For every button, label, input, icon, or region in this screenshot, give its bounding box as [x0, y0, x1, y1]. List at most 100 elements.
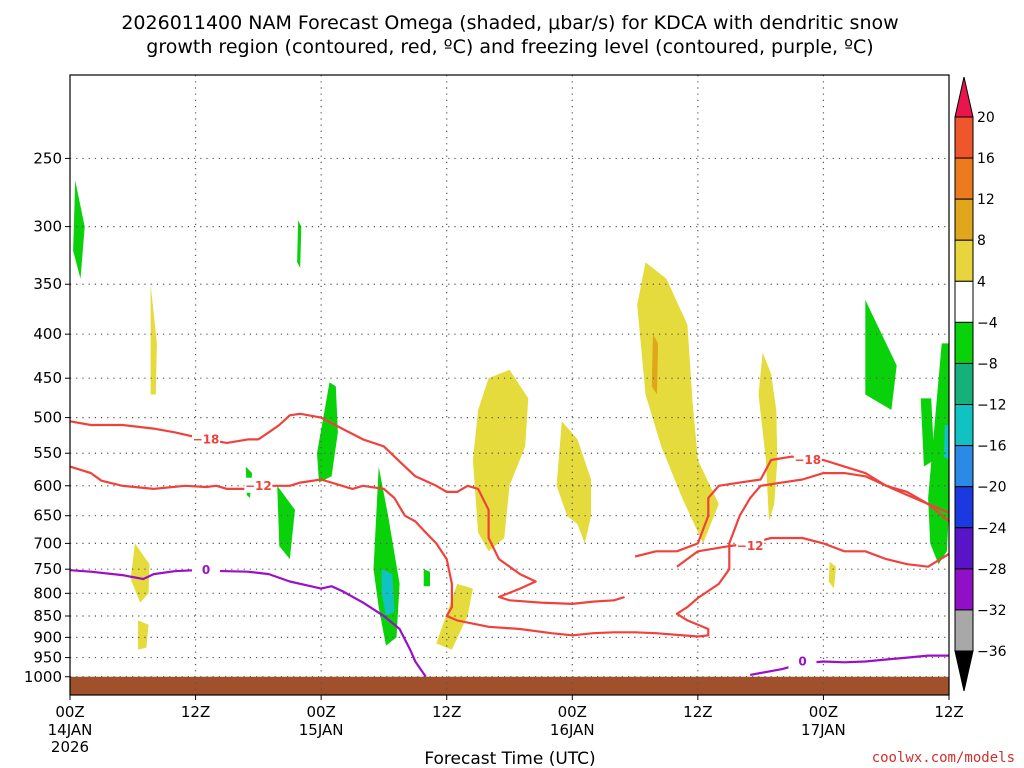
y-tick-label-2: 350: [33, 275, 62, 293]
x-tick-label-4: 00Z: [558, 703, 587, 721]
omega-region-descent-12: [150, 284, 157, 395]
y-tick-label-0: 250: [33, 149, 62, 167]
y-tick-label-14: 950: [33, 649, 62, 667]
x-tick-date-0: 14JAN: [48, 721, 93, 739]
colorbar-segment-8: [954, 445, 974, 488]
contour-label-bg-1: [244, 477, 273, 493]
x-tick-date-4: 16JAN: [550, 721, 595, 739]
y-tick-label-6: 550: [33, 444, 62, 462]
x-axis-title: Forecast Time (UTC): [424, 749, 595, 768]
colorbar-label-13: −36: [977, 644, 1007, 660]
omega-region-ascent_core-11: [943, 425, 949, 460]
plot-border: [69, 74, 950, 696]
colorbar-label-11: −28: [977, 562, 1007, 578]
contour-freezing-4: [69, 569, 427, 678]
x-tick-label-3: 12Z: [432, 703, 461, 721]
omega-region-descent-20: [758, 352, 778, 522]
colorbar-label-3: 8: [977, 233, 986, 249]
y-tick-label-15: 1000: [24, 668, 62, 686]
contour-label-1: −12: [245, 479, 272, 493]
colorbar-label-7: −12: [977, 398, 1007, 414]
credit-text: coolwx.com/models: [872, 750, 1015, 766]
colorbar-segment-4: [954, 280, 974, 323]
omega-colorbar: 20 16 12 8 4 −4 −8 −12 −16 −20 −24 −28 −32 −36: [954, 76, 1007, 692]
colorbar-top-arrow: [954, 76, 974, 118]
omega-region-descent-13: [130, 543, 150, 603]
colorbar-segment-6: [954, 362, 974, 406]
colorbar-label-1: 16: [977, 151, 995, 167]
omega-region-ascent-4: [277, 485, 295, 560]
x-tick-year-0: 2026: [51, 738, 89, 756]
omega-region-ascent-0: [73, 180, 85, 279]
contour-label-4: 0: [202, 563, 210, 577]
contour-label-5: 0: [798, 654, 806, 668]
y-tick-label-12: 850: [33, 607, 62, 625]
y-tick-label-3: 400: [33, 325, 62, 343]
y-tick-label-13: 900: [33, 628, 62, 646]
colorbar-label-8: −16: [977, 439, 1007, 455]
y-tick-label-4: 450: [33, 369, 62, 387]
omega-region-ascent-2: [317, 382, 338, 483]
colorbar-segment-5: [954, 321, 974, 364]
contour-dgz-0: [69, 412, 625, 605]
chart-title-line-2: growth region (contoured, red, ºC) and f…: [146, 36, 873, 58]
pressure-axis: 250 300 350 400 450 500 550 600 650 700 750 800 850 9…: [24, 149, 70, 686]
colorbar-segment-10: [954, 527, 974, 570]
omega-region-ascent-1: [297, 220, 302, 268]
colorbar-segment-0: [954, 116, 974, 159]
omega-region-ascent-7: [423, 569, 430, 587]
colorbar-label-5: −4: [977, 315, 998, 331]
colorbar-segment-9: [954, 486, 974, 529]
x-tick-label-6: 00Z: [809, 703, 838, 721]
y-tick-label-11: 800: [33, 584, 62, 602]
x-tick-label-2: 00Z: [306, 703, 335, 721]
x-tick-label-7: 12Z: [934, 703, 963, 721]
colorbar-label-12: −32: [977, 603, 1007, 619]
omega-region-descent-16: [436, 583, 473, 650]
y-tick-label-7: 600: [33, 477, 62, 495]
colorbar-segment-12: [954, 609, 974, 652]
contour-dgz-3: [676, 536, 950, 568]
ground-fill: [70, 676, 949, 695]
contour-label-bg-0: [192, 431, 221, 447]
colorbar-bottom-arrow: [954, 650, 974, 692]
contour-dgz-2: [634, 455, 950, 558]
colorbar-label-4: 4: [977, 274, 986, 290]
contour-label-bg-3: [736, 538, 765, 554]
contour-label-2: −18: [794, 453, 821, 467]
x-tick-label-0: 00Z: [55, 703, 84, 721]
colorbar-label-2: 12: [977, 192, 995, 208]
y-tick-label-1: 300: [33, 218, 62, 236]
contour-label-3: −12: [737, 539, 764, 553]
omega-region-ascent_core-6: [381, 569, 395, 616]
contour-label-bg-2: [793, 451, 822, 467]
plot-frame: [69, 74, 950, 696]
y-tick-label-10: 750: [33, 560, 62, 578]
omega-region-ascent-8: [865, 299, 897, 410]
y-tick-label-9: 700: [33, 534, 62, 552]
colorbar-segment-7: [954, 404, 974, 447]
temperature-contours: −18 −12 −18 −12 0 0: [69, 412, 950, 678]
colorbar-segment-2: [954, 198, 974, 241]
colorbar-label-10: −24: [977, 521, 1007, 537]
colorbar-label-9: −20: [977, 480, 1007, 496]
omega-region-descent-21: [828, 561, 836, 589]
ground-surface: [70, 676, 949, 695]
x-tick-date-6: 17JAN: [801, 721, 846, 739]
omega-region-ascent-9: [920, 398, 935, 467]
colorbar-segment-3: [954, 239, 974, 282]
contour-label-bg-5: [788, 653, 817, 669]
omega-region-descent-14: [138, 620, 149, 650]
omega-region-descent-17: [556, 421, 592, 544]
y-tick-label-8: 650: [33, 507, 62, 525]
colorbar-segment-1: [954, 157, 974, 200]
omega-region-descent_strong-19: [651, 334, 659, 395]
x-tick-date-2: 15JAN: [299, 721, 344, 739]
x-tick-label-1: 12Z: [181, 703, 210, 721]
y-tick-label-5: 500: [33, 409, 62, 427]
omega-shaded-regions: [73, 180, 949, 650]
omega-region-descent-18: [637, 262, 719, 544]
contour-label-bg-4: [192, 562, 221, 578]
